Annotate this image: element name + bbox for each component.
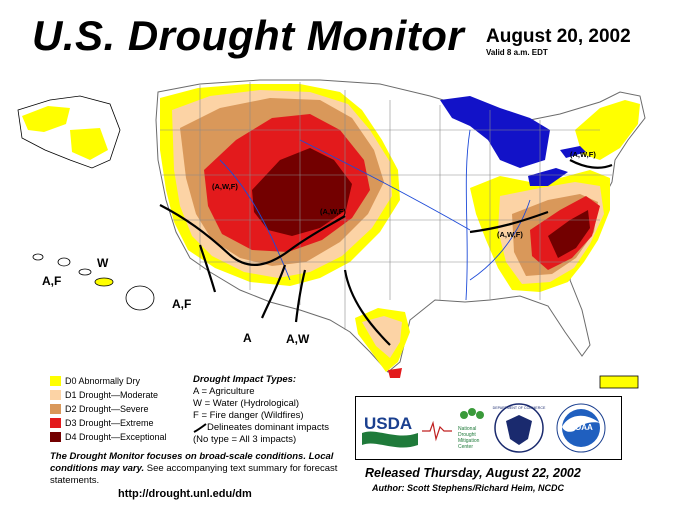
note-rest: See accompanying text summary for foreca… [50, 463, 338, 486]
legend-label: D0 Abnormally Dry [65, 375, 141, 386]
legend-item: D2 Drought—Severe [50, 402, 167, 415]
legend-item: D4 Drought—Exceptional [50, 430, 167, 443]
label-sw-af: A,F [172, 297, 192, 311]
impact-title: Drought Impact Types: [193, 374, 297, 385]
d4-area-west [252, 148, 352, 236]
svg-text:NOAA: NOAA [569, 423, 593, 432]
legend-label: D2 Drought—Severe [65, 403, 149, 414]
usda-logo: USDA [362, 414, 418, 448]
legend-swatch-d1 [50, 389, 61, 400]
impact-line-a: A = Agriculture [193, 386, 255, 397]
label-hawaii-af: A,F [42, 274, 62, 288]
alaska [17, 95, 121, 169]
d4-area-east [548, 210, 590, 258]
label-sw-a: A [243, 331, 252, 345]
page-title: U.S. Drought Monitor [32, 12, 465, 59]
agency-logos: USDA National Drought Mitigation Center … [355, 396, 622, 460]
legend-item: D1 Drought—Moderate [50, 388, 167, 401]
legend-label: D3 Drought—Extreme [65, 417, 154, 428]
author-line: Author: Scott Stephens/Richard Heim, NCD… [372, 483, 565, 493]
svg-text:Drought: Drought [458, 432, 476, 438]
legend-swatch-d3 [50, 417, 61, 428]
disclaimer-note: The Drought Monitor focuses on broad-sca… [50, 451, 350, 487]
legend-label: D1 Drought—Moderate [65, 389, 159, 400]
d0-area-northeast [575, 100, 640, 160]
impact-none-note: (No type = All 3 impacts) [193, 434, 297, 445]
label-central-awf: (A,W,F) [320, 207, 346, 216]
release-date: Released Thursday, August 22, 2002 [365, 466, 581, 480]
impact-boundaries [159, 159, 613, 346]
valid-time: Valid 8 a.m. EDT [486, 48, 548, 57]
legend-swatch-d0 [50, 375, 61, 386]
label-northeast-awf: (A,W,F) [570, 150, 596, 159]
logos-svg: USDA National Drought Mitigation Center … [362, 403, 606, 453]
label-east-awf: (A,W,F) [497, 230, 523, 239]
impact-stroke-row: Delineates dominant impacts [193, 422, 329, 434]
legend-swatch-d4 [50, 431, 61, 442]
note-bold: The Drought Monitor focuses on broad-sca… [50, 451, 334, 474]
legend-item: D3 Drought—Extreme [50, 416, 167, 429]
website-link[interactable]: http://drought.unl.edu/dm [118, 488, 252, 500]
hawaii [32, 253, 155, 311]
svg-text:Mitigation: Mitigation [458, 438, 480, 444]
d3-area-texas [388, 368, 402, 378]
impact-line-f: F = Fire danger (Wildfires) [193, 410, 304, 421]
label-sw-aw: A,W [286, 332, 310, 346]
alaska-d0 [22, 106, 70, 132]
noaa-logo: NOAA [556, 403, 606, 453]
legend-label: D4 Drought—Exceptional [65, 431, 167, 442]
legend-swatch-d2 [50, 403, 61, 414]
impact-stroke-label: Delineates dominant impacts [207, 422, 329, 433]
label-hawaii-w: W [97, 256, 109, 270]
svg-text:DEPARTMENT OF COMMERCE: DEPARTMENT OF COMMERCE [493, 406, 546, 410]
map-date: August 20, 2002 [486, 26, 631, 47]
lake-erie [528, 168, 568, 186]
lake-ontario [560, 146, 586, 158]
legend-item: D0 Abnormally Dry [50, 374, 167, 387]
puerto-rico [599, 375, 639, 389]
commerce-seal: DEPARTMENT OF COMMERCE [493, 403, 546, 453]
state-lines [160, 82, 612, 330]
legend: D0 Abnormally Dry D1 Drought—Moderate D2… [50, 374, 167, 444]
impact-line-w: W = Water (Hydrological) [193, 398, 300, 409]
impact-types: Drought Impact Types: A = Agriculture W … [193, 374, 329, 446]
alaska-d0-south [70, 128, 108, 160]
svg-text:Center: Center [458, 444, 473, 450]
great-lakes [440, 96, 550, 168]
rivers [219, 129, 531, 301]
svg-text:National: National [458, 426, 476, 432]
svg-text:USDA: USDA [364, 414, 412, 433]
ndmc-logo: National Drought Mitigation Center [422, 408, 484, 450]
drought-map [17, 79, 646, 389]
label-west-awf: (A,W,F) [212, 182, 238, 191]
boundary-stroke-icon [193, 423, 207, 433]
